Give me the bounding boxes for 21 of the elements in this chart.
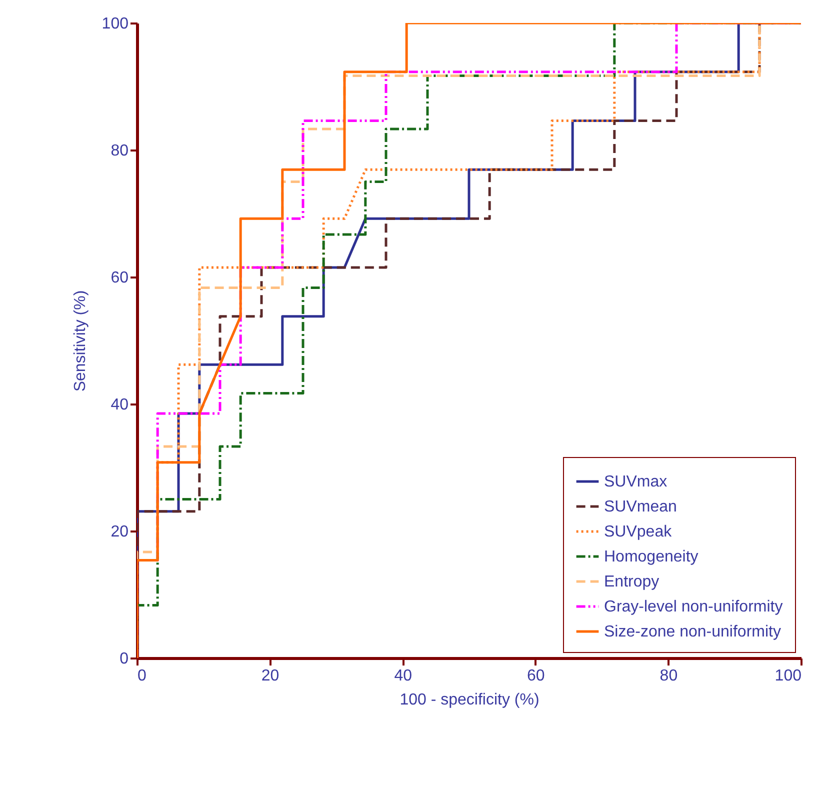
x-tick-label: 60	[527, 668, 545, 684]
legend-label: SUVmean	[604, 498, 677, 516]
legend-label: Homogeneity	[604, 548, 698, 566]
y-axis-title: Sensitivity (%)	[72, 290, 89, 392]
y-tick-label: 20	[110, 524, 129, 540]
x-tick-label: 0	[138, 668, 146, 684]
x-tick-label: 100	[774, 668, 802, 684]
legend-label: Size-zone non-uniformity	[604, 624, 781, 640]
legend-label: Entropy	[604, 574, 660, 590]
legend-label: SUVmax	[604, 474, 668, 490]
legend-label: Gray-level non-uniformity	[604, 598, 783, 616]
legend-label: SUVpeak	[604, 524, 673, 540]
y-tick-label: 100	[102, 16, 129, 32]
x-tick-label: 40	[394, 668, 412, 684]
y-tick-label: 40	[110, 396, 129, 414]
x-axis-title: 100 - specificity (%)	[400, 692, 540, 708]
x-tick-label: 20	[261, 668, 280, 684]
y-tick-label: 80	[110, 142, 129, 160]
y-tick-label: 0	[120, 650, 129, 668]
y-tick-label: 60	[110, 270, 129, 286]
x-tick-label: 80	[660, 668, 678, 684]
